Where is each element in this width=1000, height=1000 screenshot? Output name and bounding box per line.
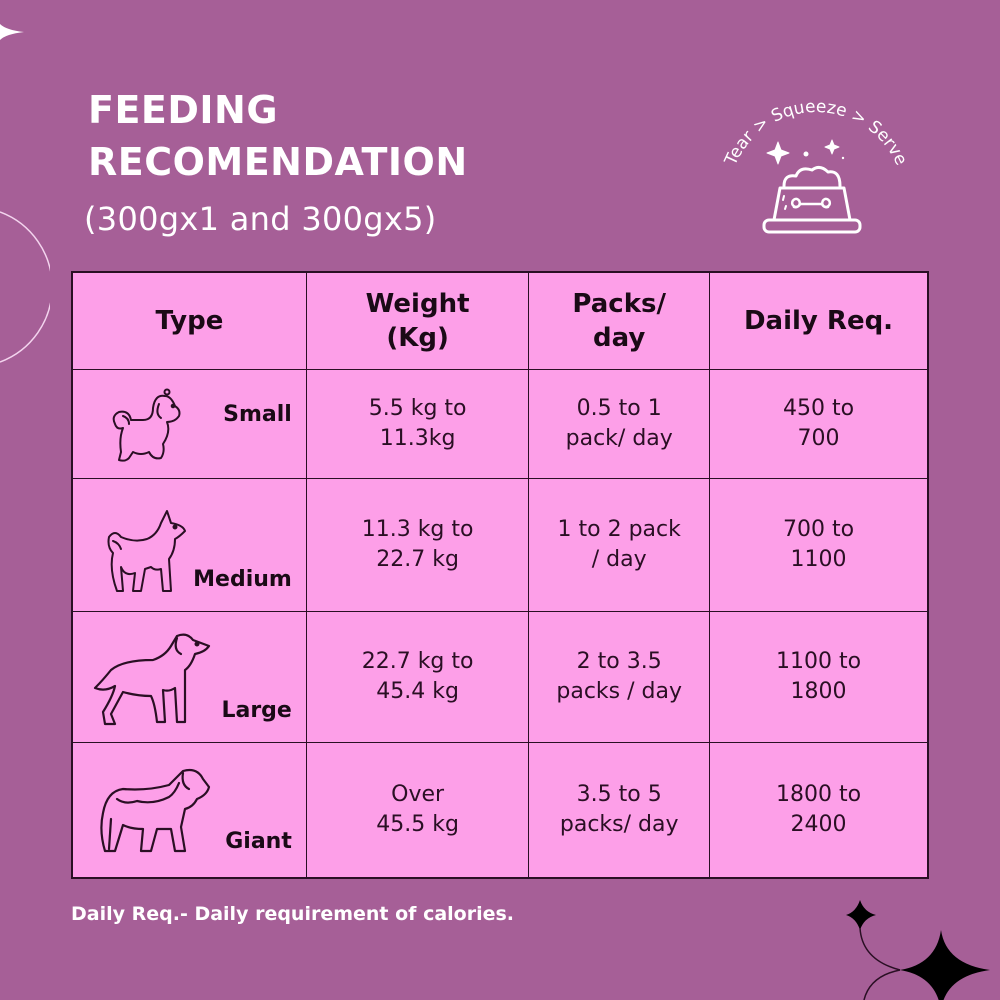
packs-cell: 0.5 to 1 pack/ day — [528, 368, 711, 479]
daily-req-cell: 1100 to 1800 — [709, 610, 929, 743]
sparkle-icon — [0, 24, 24, 40]
packs-cell: 1 to 2 pack / day — [528, 477, 711, 612]
sparkle-decoration-bottom-right — [846, 900, 990, 1000]
daily-req-cell: 1800 to 2400 — [709, 741, 929, 879]
daily-req-cell: 700 to 1100 — [709, 477, 929, 612]
type-cell-small: Small — [71, 368, 307, 479]
page-subtitle: (300gx1 and 300gx5) — [84, 200, 437, 238]
weight-cell: 5.5 kg to 11.3kg — [305, 368, 530, 479]
weight-cell: 11.3 kg to 22.7 kg — [305, 477, 530, 612]
type-label: Large — [221, 697, 292, 723]
table-header-row: Type Weight (Kg) Packs/ day Daily Req. — [71, 271, 929, 370]
circle-outline-decoration — [0, 211, 50, 363]
packs-cell: 2 to 3.5 packs / day — [528, 610, 711, 743]
column-header-packs: Packs/ day — [528, 271, 711, 370]
weight-cell: Over 45.5 kg — [305, 741, 530, 879]
title-line-1: FEEDING — [88, 88, 279, 132]
type-cell-medium: Medium — [71, 477, 307, 612]
type-label: Small — [223, 401, 292, 427]
weight-cell: 22.7 kg to 45.4 kg — [305, 610, 530, 743]
column-header-daily-req: Daily Req. — [709, 271, 929, 370]
food-bowl-with-bone-icon — [762, 139, 862, 234]
type-label: Giant — [225, 829, 292, 854]
packs-cell: 3.5 to 5 packs/ day — [528, 741, 711, 879]
footnote: Daily Req.- Daily requirement of calorie… — [71, 903, 515, 925]
type-cell-giant: Giant — [71, 741, 307, 879]
type-cell-large: Large — [71, 610, 307, 743]
column-header-weight: Weight (Kg) — [305, 271, 530, 370]
small-dog-icon — [112, 388, 181, 462]
table-row: Giant Over 45.5 kg 3.5 to 5 packs/ day 180… — [71, 741, 929, 879]
medium-dog-icon — [107, 509, 186, 592]
large-dog-icon — [93, 633, 211, 725]
tear-squeeze-serve-badge: Tear > Squeeze > Serve — [721, 97, 911, 234]
page-title: FEEDING RECOMENDATION — [88, 84, 468, 188]
table-row: Medium 11.3 kg to 22.7 kg 1 to 2 pack / da… — [71, 477, 929, 612]
type-label: Medium — [193, 566, 292, 592]
feeding-table: Type Weight (Kg) Packs/ day Daily Req. — [71, 271, 929, 879]
title-line-2: RECOMENDATION — [88, 140, 468, 184]
badge-arc-text: Tear > Squeeze > Serve — [721, 97, 911, 169]
giant-dog-icon — [100, 768, 211, 852]
table-row: Small 5.5 kg to 11.3kg 0.5 to 1 pack/ day … — [71, 368, 929, 479]
daily-req-cell: 450 to 700 — [709, 368, 929, 479]
column-header-type: Type — [71, 271, 307, 370]
table-row: Large 22.7 kg to 45.4 kg 2 to 3.5 packs / … — [71, 610, 929, 743]
